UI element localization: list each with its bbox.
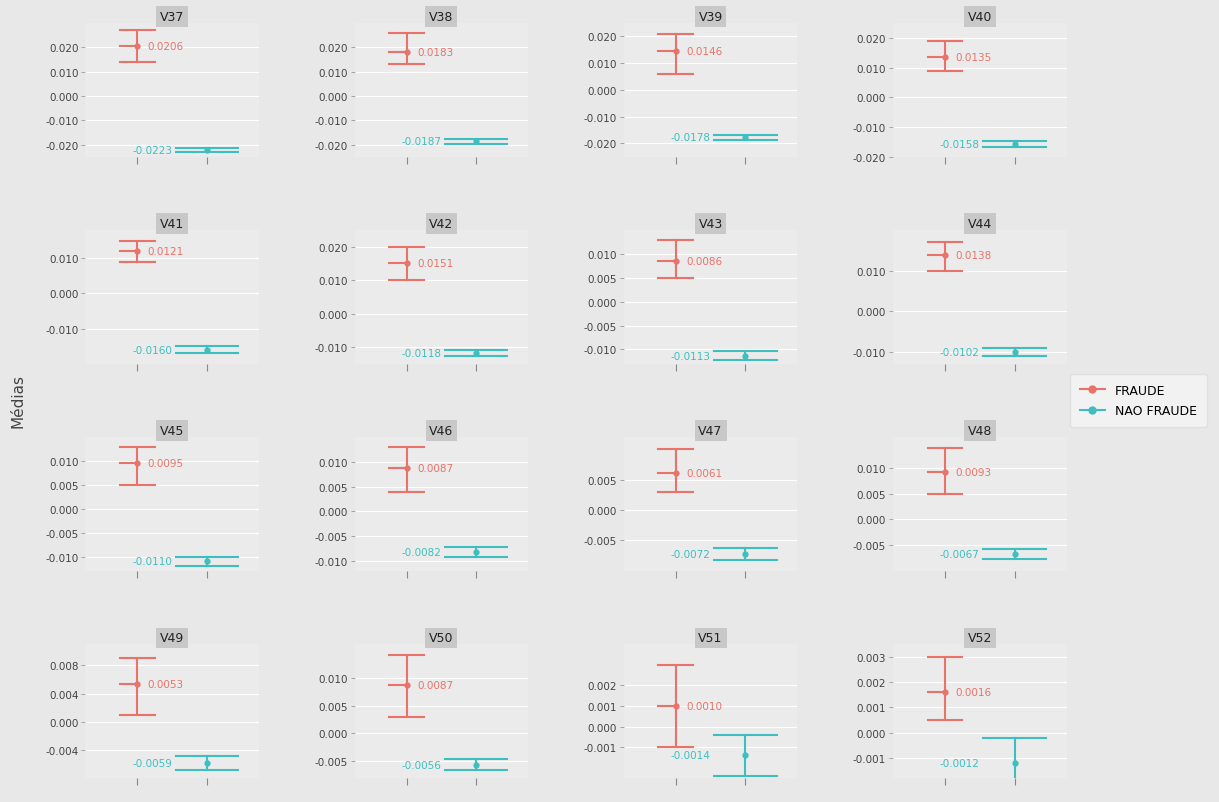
Text: 0.0086: 0.0086: [686, 257, 723, 266]
Text: -0.0160: -0.0160: [133, 346, 172, 355]
Text: 0.0093: 0.0093: [956, 467, 991, 477]
Text: -0.0012: -0.0012: [940, 758, 980, 768]
Text: 0.0095: 0.0095: [147, 459, 184, 469]
Text: -0.0178: -0.0178: [670, 133, 711, 144]
Text: 0.0121: 0.0121: [147, 246, 184, 257]
Text: 0.0146: 0.0146: [686, 47, 723, 57]
Legend: FRAUDE, NAO FRAUDE: FRAUDE, NAO FRAUDE: [1069, 375, 1207, 427]
Title: V46: V46: [429, 425, 453, 438]
Title: V44: V44: [968, 218, 992, 231]
Title: V50: V50: [429, 631, 453, 645]
Text: -0.0072: -0.0072: [670, 549, 711, 559]
Text: 0.0016: 0.0016: [956, 687, 991, 697]
Text: 0.0138: 0.0138: [956, 251, 992, 261]
Title: V37: V37: [160, 11, 184, 24]
Title: V39: V39: [698, 11, 723, 24]
Text: 0.0061: 0.0061: [686, 468, 723, 479]
Title: V45: V45: [160, 425, 184, 438]
Text: -0.0067: -0.0067: [940, 549, 980, 559]
Text: -0.0082: -0.0082: [401, 547, 441, 557]
Text: 0.0135: 0.0135: [956, 53, 992, 63]
Text: -0.0110: -0.0110: [133, 557, 172, 566]
Title: V41: V41: [160, 218, 184, 231]
Text: -0.0118: -0.0118: [401, 349, 441, 358]
Title: V42: V42: [429, 218, 453, 231]
Text: -0.0223: -0.0223: [132, 146, 172, 156]
Title: V40: V40: [968, 11, 992, 24]
Text: -0.0059: -0.0059: [133, 758, 172, 768]
Title: V48: V48: [968, 425, 992, 438]
Title: V49: V49: [160, 631, 184, 645]
Text: 0.0151: 0.0151: [417, 259, 453, 269]
Title: V51: V51: [698, 631, 723, 645]
Text: 0.0206: 0.0206: [147, 42, 184, 52]
Text: 0.0183: 0.0183: [417, 47, 453, 58]
Text: -0.0014: -0.0014: [670, 751, 711, 760]
Text: -0.0056: -0.0056: [401, 759, 441, 770]
Text: -0.0113: -0.0113: [670, 351, 711, 361]
Text: 0.0087: 0.0087: [417, 464, 453, 474]
Text: -0.0187: -0.0187: [401, 137, 441, 148]
Title: V47: V47: [698, 425, 723, 438]
Title: V43: V43: [698, 218, 723, 231]
Text: 0.0010: 0.0010: [686, 701, 723, 711]
Text: -0.0102: -0.0102: [940, 348, 980, 358]
Text: -0.0158: -0.0158: [940, 140, 980, 150]
Text: 0.0087: 0.0087: [417, 680, 453, 690]
Title: V38: V38: [429, 11, 453, 24]
Text: 0.0053: 0.0053: [147, 679, 184, 690]
Title: V52: V52: [968, 631, 992, 645]
Text: Médias: Médias: [11, 374, 26, 428]
